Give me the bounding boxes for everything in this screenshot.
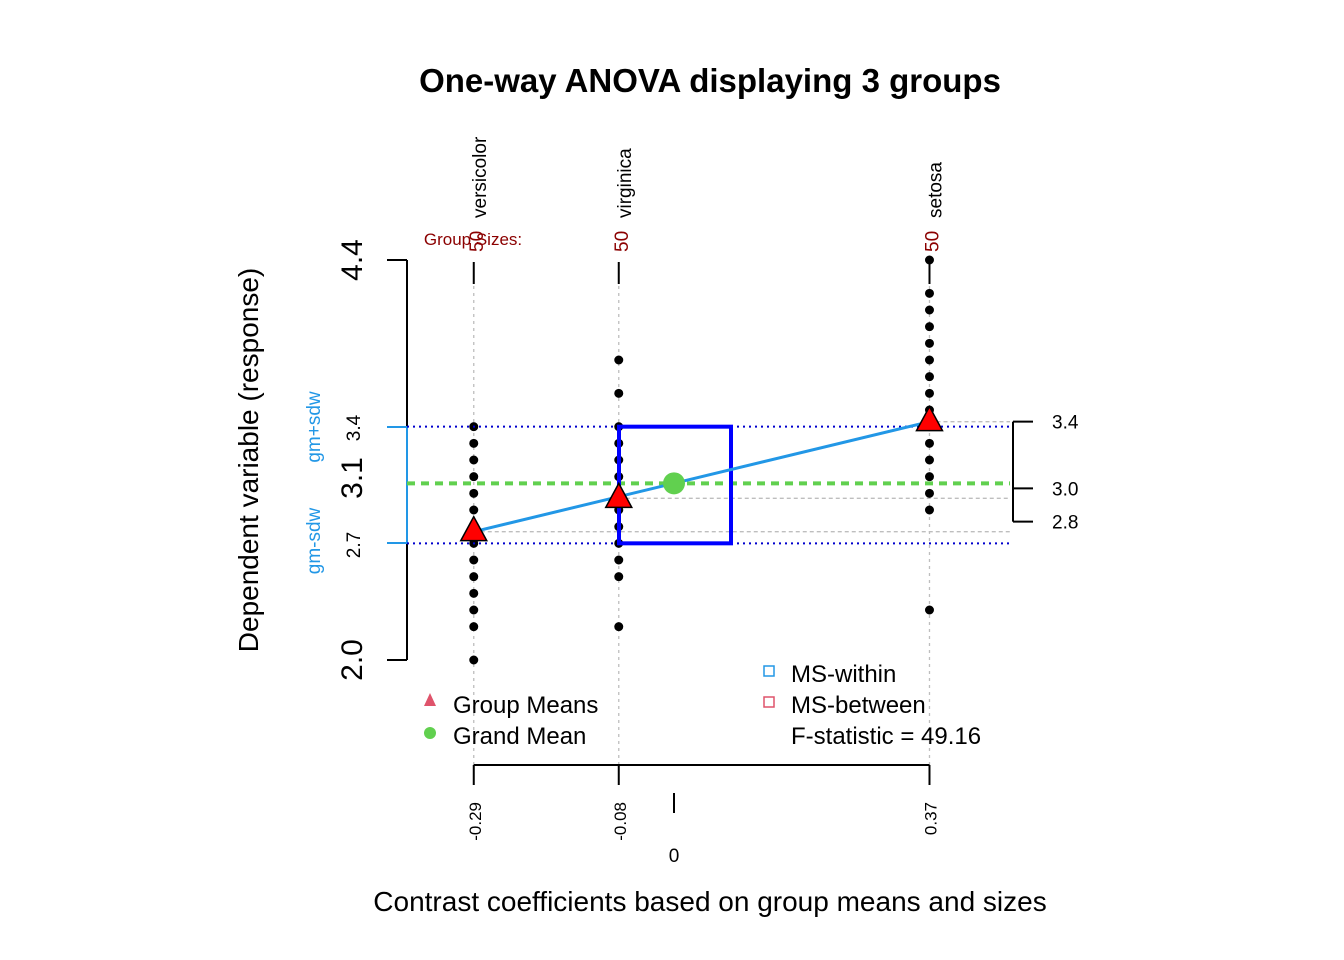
group-sizes-label: Group Sizes: [424, 230, 522, 249]
data-point-setosa-0 [924, 605, 934, 615]
f-statistic-label: F-statistic = 49.16 [791, 723, 981, 750]
right-scale-label-0: 3.4 [1052, 413, 1079, 434]
y-inner-label-3-4: 3.4 [344, 414, 365, 441]
group-mean-marker-setosa [915, 405, 944, 432]
data-point-setosa-11 [924, 338, 934, 348]
anova-overlay [407, 405, 1010, 546]
sd-minus-label: gm-sdw [304, 507, 325, 574]
data-point-versicolor-9 [469, 488, 479, 498]
sd-plus-label: gm+sdw [304, 391, 325, 463]
data-point-virginica-2 [614, 555, 624, 565]
group-mean-marker-virginica [604, 481, 634, 509]
chart-title: One-way ANOVA displaying 3 groups [419, 62, 1001, 99]
legend-left: Group Means Grand Mean [424, 692, 598, 750]
legend-grand-mean-marker [424, 727, 436, 739]
group-size-setosa: 50 [922, 231, 943, 252]
zero-label: 0 [669, 846, 680, 867]
group-name-virginica: virginica [615, 148, 636, 218]
data-point-setosa-9 [924, 372, 934, 382]
data-point-setosa-2 [924, 488, 934, 498]
data-point-versicolor-11 [469, 455, 479, 465]
legend-right: MS-within MS-between F-statistic = 49.16 [763, 661, 981, 750]
group-name-setosa: setosa [925, 162, 946, 218]
data-point-versicolor-1 [469, 622, 479, 632]
guide-lines [473, 265, 1010, 765]
data-point-setosa-8 [924, 388, 934, 398]
contrast-axis: -0.29 -0.08 0.37 0 [466, 764, 940, 867]
data-point-setosa-3 [924, 472, 934, 482]
data-point-setosa-13 [924, 305, 934, 315]
legend-ms-within-label: MS-within [791, 661, 896, 688]
data-point-setosa-10 [924, 355, 934, 365]
data-point-setosa-5 [924, 438, 934, 448]
data-point-setosa-14 [924, 288, 934, 298]
data-point-setosa-1 [924, 505, 934, 515]
grand-mean-marker [663, 472, 685, 495]
legend-ms-between-label: MS-between [791, 692, 926, 719]
legend-group-means-label: Group Means [453, 692, 598, 719]
group-labels: versicolor 50 virginica 50 setosa 50 [467, 136, 946, 284]
data-point-setosa-12 [924, 322, 934, 332]
x-axis-label: Contrast coefficients based on group mea… [373, 886, 1046, 917]
contrast-label-setosa: 0.37 [921, 802, 940, 835]
group-name-versicolor: versicolor [470, 136, 491, 218]
y-axis-label: Dependent variable (response) [233, 268, 264, 652]
data-point-versicolor-12 [469, 438, 479, 448]
right-scale-label-2: 2.8 [1052, 513, 1078, 534]
regression-line [473, 420, 930, 534]
data-point-virginica-0 [614, 622, 624, 632]
legend-ms-between-marker [763, 696, 775, 708]
data-points [469, 255, 934, 665]
group-size-virginica: 50 [612, 231, 633, 252]
data-point-versicolor-5 [469, 555, 479, 565]
right-scale-label-1: 3.0 [1052, 479, 1078, 500]
data-point-virginica-1 [614, 572, 624, 582]
y-inner-label-2-7: 2.7 [344, 532, 365, 558]
y-tick-label-top: 4.4 [336, 239, 369, 281]
group-size-versicolor: 50 [467, 231, 488, 252]
y-tick-label-bottom: 2.0 [336, 639, 369, 681]
contrast-label-versicolor: -0.29 [466, 802, 485, 841]
contrast-label-virginica: -0.08 [611, 802, 630, 841]
y-inner-label-3-1: 3.1 [336, 457, 369, 499]
legend-ms-within-marker [763, 665, 775, 677]
data-point-versicolor-4 [469, 572, 479, 582]
data-point-versicolor-8 [469, 505, 479, 515]
data-point-setosa-4 [924, 455, 934, 465]
data-point-versicolor-3 [469, 588, 479, 598]
data-point-versicolor-10 [469, 472, 479, 482]
data-point-virginica-12 [614, 355, 624, 365]
data-point-versicolor-2 [469, 605, 479, 615]
legend-grand-mean-label: Grand Mean [453, 723, 586, 750]
group-mean-marker-versicolor [459, 515, 489, 542]
data-point-virginica-11 [614, 388, 624, 398]
right-mean-scale: 3.4 3.0 2.8 [1012, 413, 1079, 534]
data-point-versicolor-0 [469, 655, 479, 665]
legend-group-means-marker [424, 693, 436, 706]
